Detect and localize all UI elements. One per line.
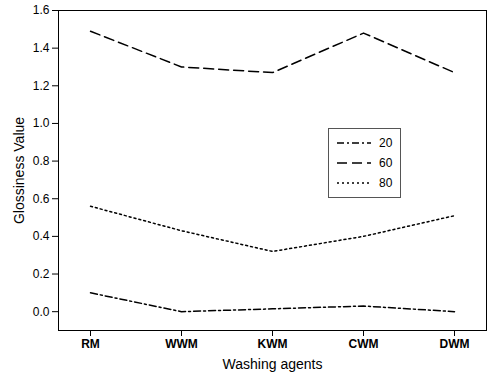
html-text:80: 80 [379, 176, 393, 190]
svg-text:WWM: WWM [165, 337, 198, 351]
svg-text:1.4: 1.4 [33, 41, 50, 55]
svg-text:0.0: 0.0 [33, 305, 50, 319]
html-text:60: 60 [379, 156, 393, 170]
svg-text:RM: RM [81, 337, 100, 351]
svg-text:KWM: KWM [258, 337, 288, 351]
html-text:20: 20 [379, 136, 393, 150]
svg-text:0.4: 0.4 [33, 229, 50, 243]
svg-text:0.6: 0.6 [33, 192, 50, 206]
svg-text:CWM: CWM [349, 337, 379, 351]
svg-text:1.0: 1.0 [33, 116, 50, 130]
svg-text:1.6: 1.6 [33, 3, 50, 17]
svg-text:0.8: 0.8 [33, 154, 50, 168]
svg-text:1.2: 1.2 [33, 79, 50, 93]
svg-text:DWM: DWM [440, 337, 470, 351]
svg-text:Glossiness Value: Glossiness Value [11, 117, 27, 224]
svg-text:Washing agents: Washing agents [223, 356, 323, 372]
svg-text:0.2: 0.2 [33, 267, 50, 281]
